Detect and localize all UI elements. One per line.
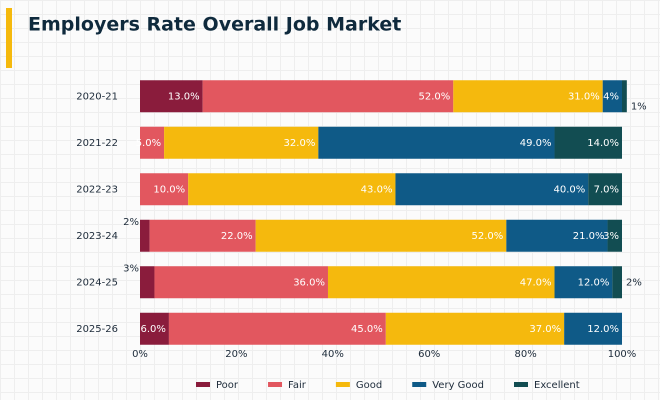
bar-segment xyxy=(140,266,155,299)
x-tick-label: 40% xyxy=(322,349,344,360)
bar-segment xyxy=(395,173,589,206)
bar-segment xyxy=(612,266,622,299)
bar-segment xyxy=(607,219,622,252)
bar-segment xyxy=(164,126,319,159)
value-label: 2% xyxy=(626,277,642,288)
bar-segment xyxy=(168,312,386,345)
title-accent xyxy=(6,8,12,68)
value-label: 3% xyxy=(603,231,619,242)
legend-label: Good xyxy=(356,380,382,391)
bar-segment xyxy=(318,126,555,159)
bar-segment xyxy=(385,312,565,345)
bar-segment xyxy=(602,80,622,113)
legend-label: Poor xyxy=(216,380,239,391)
value-label: 22.0% xyxy=(221,231,253,242)
chart-title: Employers Rate Overall Job Market xyxy=(28,14,401,36)
x-tick-label: 0% xyxy=(132,349,148,360)
bar-segment xyxy=(154,266,328,299)
x-tick-label: 60% xyxy=(418,349,440,360)
bar-segment xyxy=(140,312,169,345)
bar-segment xyxy=(588,173,622,206)
value-label: 1% xyxy=(631,101,647,112)
legend-label: Fair xyxy=(288,380,307,391)
legend-swatch xyxy=(196,382,210,387)
y-tick-label: 2024-25 xyxy=(76,277,118,288)
value-label: 40.0% xyxy=(553,184,585,195)
bar-segment xyxy=(140,80,203,113)
value-label: 43.0% xyxy=(361,184,393,195)
bar-segment xyxy=(140,219,150,252)
value-label: 3% xyxy=(123,263,139,274)
legend-label: Excellent xyxy=(534,380,580,391)
value-label: 7.0% xyxy=(594,184,619,195)
value-label: 49.0% xyxy=(520,138,552,149)
value-label: 52.0% xyxy=(419,91,451,102)
bar-segment xyxy=(149,219,256,252)
bar-segment xyxy=(622,80,627,113)
x-tick-label: 80% xyxy=(514,349,536,360)
value-label: 5.0% xyxy=(136,138,161,149)
value-label: 10.0% xyxy=(153,184,185,195)
bar-segment xyxy=(327,266,555,299)
value-label: 32.0% xyxy=(284,138,316,149)
bar-segment xyxy=(554,126,622,159)
legend-swatch xyxy=(412,382,427,387)
bar-segment xyxy=(202,80,454,113)
value-label: 36.0% xyxy=(293,277,325,288)
value-label: 52.0% xyxy=(472,231,504,242)
legend-swatch xyxy=(335,382,350,387)
legend-swatch xyxy=(268,382,283,387)
value-label: 45.0% xyxy=(351,324,383,335)
value-label: 31.0% xyxy=(568,91,600,102)
y-tick-label: 2021-22 xyxy=(76,138,118,149)
value-label: 14.0% xyxy=(587,138,619,149)
legend-swatch xyxy=(514,382,528,387)
bar-segment xyxy=(554,266,613,299)
bar-segment xyxy=(140,173,189,206)
bar-segment xyxy=(453,80,603,113)
bar-segment xyxy=(140,126,165,159)
bar-segment xyxy=(506,219,608,252)
bar-segment xyxy=(255,219,507,252)
value-label: 21.0% xyxy=(573,231,605,242)
value-label: 47.0% xyxy=(520,277,552,288)
value-label: 13.0% xyxy=(168,91,200,102)
x-tick-label: 100% xyxy=(608,349,637,360)
y-tick-label: 2025-26 xyxy=(76,324,118,335)
bar-segment xyxy=(564,312,622,345)
value-label: 37.0% xyxy=(529,324,561,335)
bar-segment xyxy=(188,173,396,206)
y-tick-label: 2020-21 xyxy=(76,91,118,102)
value-label: 6.0% xyxy=(141,324,166,335)
legend-label: Very Good xyxy=(432,380,484,391)
y-tick-label: 2022-23 xyxy=(76,184,118,195)
value-label: 2% xyxy=(123,217,139,228)
y-tick-label: 2023-24 xyxy=(76,231,118,242)
value-label: 4% xyxy=(603,91,619,102)
value-label: 12.0% xyxy=(578,277,610,288)
x-tick-label: 20% xyxy=(225,349,247,360)
value-label: 12.0% xyxy=(587,324,619,335)
